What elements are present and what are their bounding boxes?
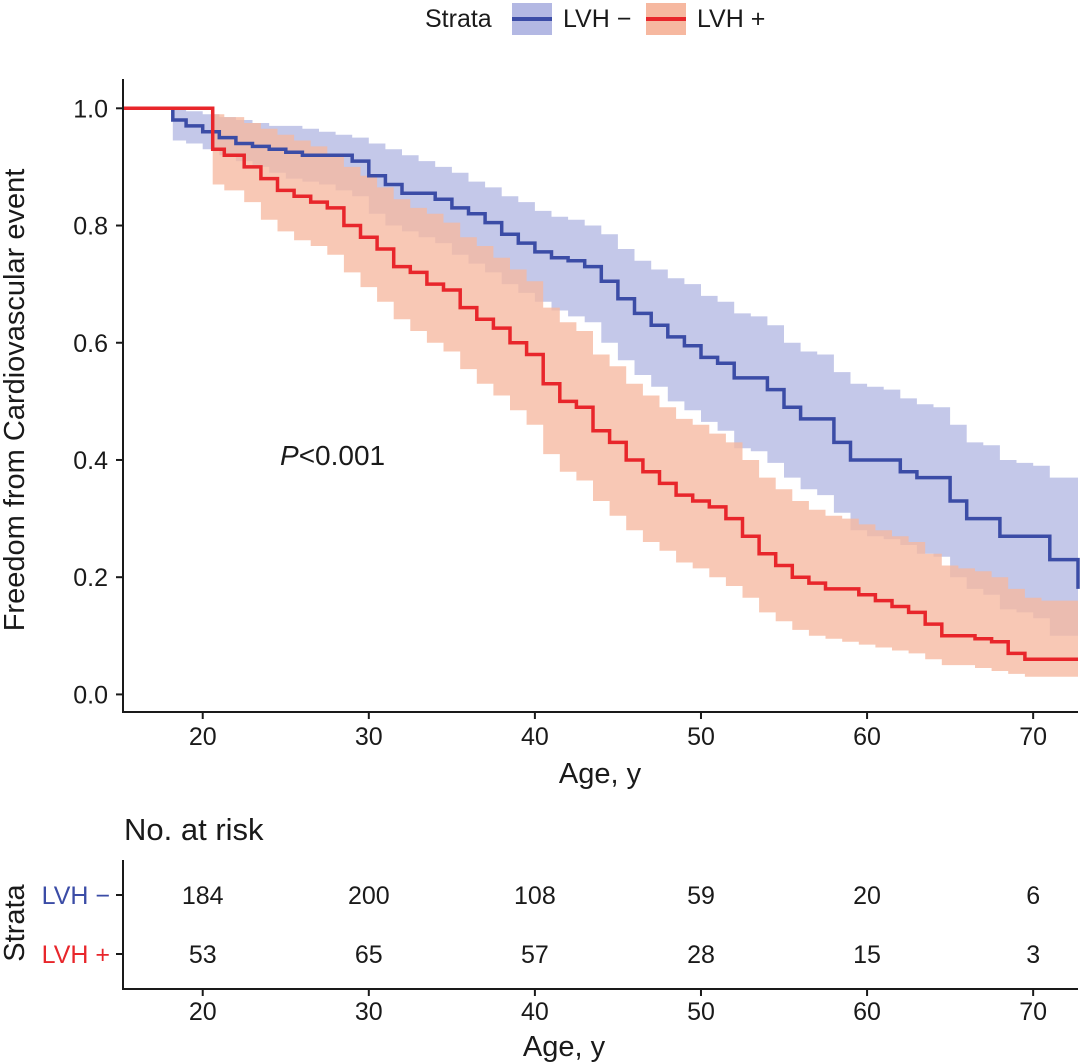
x-tick-label: 60 xyxy=(853,723,881,751)
legend-label-lvh-plus: LVH + xyxy=(697,5,765,33)
risk-count-lvh-plus: 57 xyxy=(521,941,549,969)
risk-x-tick-label: 40 xyxy=(521,998,549,1026)
risk-row-label-lvh-plus: LVH + xyxy=(42,941,110,969)
risk-x-tick-label: 50 xyxy=(687,998,715,1026)
risk-count-lvh-plus: 15 xyxy=(853,941,881,969)
risk-x-tick-label: 20 xyxy=(189,998,217,1026)
risk-count-lvh-minus: 108 xyxy=(514,882,556,910)
x-axis-label: Age, y xyxy=(559,758,642,790)
risk-count-lvh-plus: 3 xyxy=(1026,941,1040,969)
p-value-text: <0.001 xyxy=(299,440,385,471)
y-axis-label: Freedom from Cardiovascular event xyxy=(0,169,31,632)
legend: Strata LVH − LVH + xyxy=(425,3,765,35)
ci-band-lvh-minus xyxy=(123,108,1078,642)
legend-label-lvh-minus: LVH − xyxy=(563,5,631,33)
x-tick-label: 70 xyxy=(1019,723,1047,751)
y-tick-label: 0.2 xyxy=(73,564,108,592)
x-tick-label: 50 xyxy=(687,723,715,751)
survival-line-lvh-minus xyxy=(123,106,1080,589)
x-tick-label: 40 xyxy=(521,723,549,751)
y-tick-label: 0.6 xyxy=(73,330,108,358)
legend-title: Strata xyxy=(425,5,492,33)
confidence-bands xyxy=(123,108,1078,677)
risk-row-label-lvh-minus: LVH − xyxy=(42,882,110,910)
risk-table-x-label: Age, y xyxy=(523,1031,606,1063)
risk-table-x-ticks: 20 30 40 50 60 70 xyxy=(189,989,1047,1026)
x-tick-label: 20 xyxy=(189,723,217,751)
x-axis-ticks: 20 30 40 50 60 70 xyxy=(189,712,1047,751)
y-tick-label: 0.0 xyxy=(73,681,108,709)
x-tick-label: 30 xyxy=(355,723,383,751)
risk-count-lvh-minus: 6 xyxy=(1026,882,1040,910)
risk-count-lvh-minus: 59 xyxy=(687,882,715,910)
risk-count-lvh-minus: 200 xyxy=(348,882,390,910)
risk-count-lvh-minus: 184 xyxy=(182,882,224,910)
ci-band-lvh-plus xyxy=(123,108,1078,677)
risk-count-lvh-plus: 65 xyxy=(355,941,383,969)
risk-count-lvh-minus: 20 xyxy=(853,882,881,910)
risk-x-tick-label: 30 xyxy=(355,998,383,1026)
survival-line-lvh-plus xyxy=(123,106,1078,662)
p-value-symbol: P xyxy=(280,440,299,471)
risk-table-title: No. at risk xyxy=(124,812,264,847)
y-tick-label: 0.8 xyxy=(73,213,108,241)
p-value-annotation: P<0.001 xyxy=(280,440,385,471)
risk-table-body: LVH − 184 200 108 59 20 6 LVH + 53 65 57 28 15 3 xyxy=(42,882,1040,969)
risk-table-y-label: Strata xyxy=(0,883,31,961)
y-tick-label: 0.4 xyxy=(73,447,108,475)
survival-curves xyxy=(123,106,1080,662)
risk-count-lvh-plus: 53 xyxy=(189,941,217,969)
risk-x-tick-label: 70 xyxy=(1019,998,1047,1026)
risk-count-lvh-plus: 28 xyxy=(687,941,715,969)
risk-x-tick-label: 60 xyxy=(853,998,881,1026)
y-tick-label: 1.0 xyxy=(73,95,108,123)
y-axis-ticks: 0.0 0.2 0.4 0.6 0.8 1.0 xyxy=(73,95,123,709)
